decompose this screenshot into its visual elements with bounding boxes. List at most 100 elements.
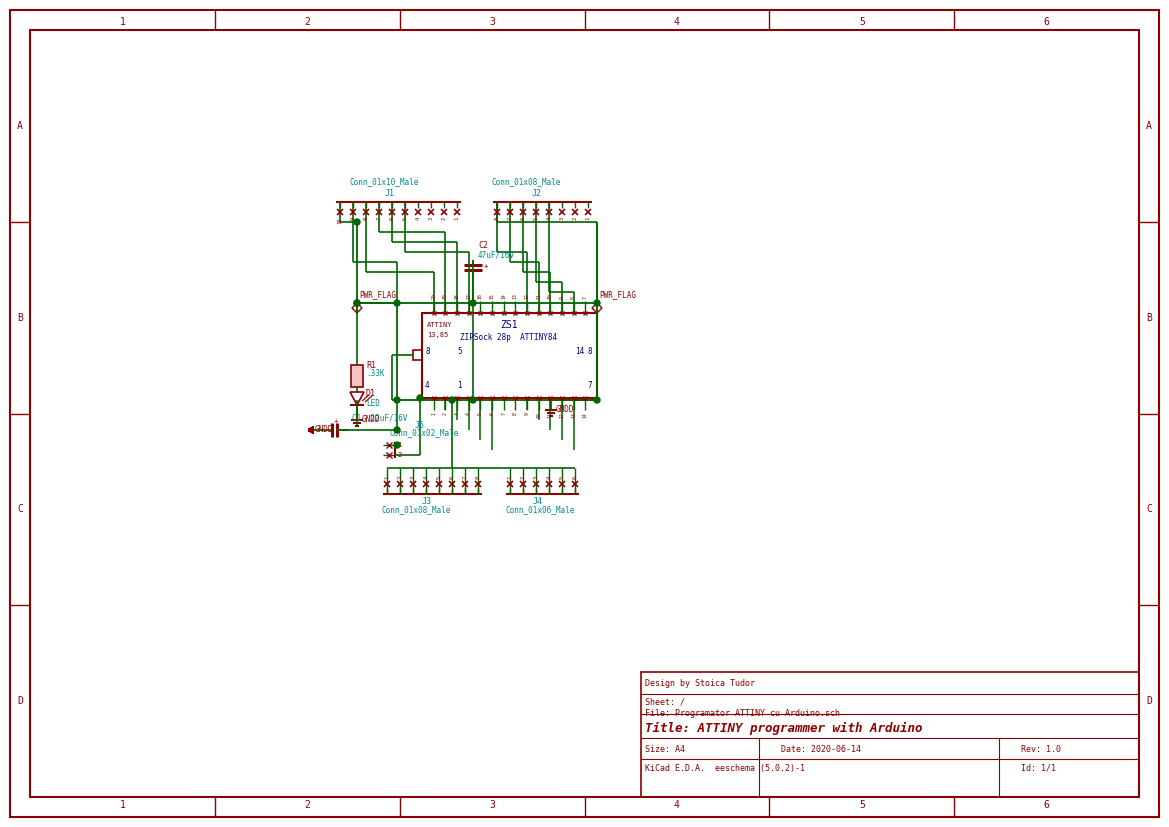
Text: 11: 11: [548, 412, 553, 418]
Text: 2: 2: [304, 800, 310, 810]
Text: 5: 5: [436, 476, 442, 479]
Circle shape: [354, 300, 360, 306]
Text: GNDD: GNDD: [362, 415, 380, 424]
Text: 6: 6: [1044, 800, 1050, 810]
Text: Conn_01x02_Male: Conn_01x02_Male: [390, 428, 459, 437]
Circle shape: [470, 397, 476, 403]
Text: 8: 8: [513, 412, 518, 415]
Text: 2: 2: [304, 17, 310, 27]
Text: J5: J5: [415, 420, 426, 429]
Text: 6: 6: [450, 476, 455, 479]
Text: +: +: [484, 263, 489, 269]
Text: 2: 2: [397, 476, 402, 479]
Circle shape: [470, 300, 476, 306]
Text: 4: 4: [415, 217, 421, 220]
Circle shape: [394, 397, 400, 403]
Circle shape: [354, 219, 360, 225]
Text: B: B: [18, 313, 23, 323]
Text: 3: 3: [533, 476, 539, 479]
Text: Design by Stoica Tudor: Design by Stoica Tudor: [645, 678, 755, 687]
Text: 1: 1: [119, 17, 125, 27]
Bar: [351, 365, 364, 387]
Circle shape: [417, 395, 423, 401]
Circle shape: [394, 427, 400, 433]
Text: 8: 8: [494, 217, 499, 220]
Text: 2: 2: [520, 476, 526, 479]
Text: 10: 10: [338, 217, 343, 223]
Text: 5: 5: [457, 347, 462, 356]
Text: 17: 17: [466, 294, 471, 299]
Circle shape: [394, 300, 400, 306]
Text: Rev: 1.0: Rev: 1.0: [1021, 744, 1061, 753]
Text: Conn_01x08_Male: Conn_01x08_Male: [492, 178, 561, 187]
Text: GNDD: GNDD: [314, 426, 333, 434]
Text: 5: 5: [533, 217, 539, 220]
Text: 11: 11: [537, 294, 541, 299]
Text: 4: 4: [675, 17, 680, 27]
Text: 5: 5: [859, 800, 865, 810]
Text: Id: 1/1: Id: 1/1: [1021, 763, 1056, 772]
Text: 19: 19: [443, 294, 448, 299]
Text: 6: 6: [1044, 17, 1050, 27]
Text: 1: 1: [397, 442, 401, 448]
Text: C: C: [1146, 504, 1151, 514]
Text: C2: C2: [478, 241, 487, 250]
Text: 14: 14: [575, 347, 584, 356]
Text: R1: R1: [366, 361, 376, 370]
Text: J1: J1: [385, 189, 395, 198]
Text: 9: 9: [351, 217, 355, 220]
Text: 2: 2: [573, 217, 577, 220]
Text: 6: 6: [389, 217, 394, 220]
Text: D: D: [1146, 696, 1151, 706]
Text: 1: 1: [457, 380, 462, 390]
Text: 4: 4: [423, 476, 429, 479]
Text: 4: 4: [546, 217, 552, 220]
Text: 9: 9: [525, 412, 530, 415]
Text: J4: J4: [533, 498, 542, 506]
Text: 6: 6: [520, 217, 526, 220]
Text: PWR_FLAG: PWR_FLAG: [599, 290, 636, 299]
Text: LED: LED: [366, 399, 380, 408]
Text: 7: 7: [507, 217, 512, 220]
Text: 3: 3: [489, 17, 494, 27]
Text: 15: 15: [490, 294, 494, 299]
Circle shape: [594, 397, 600, 403]
Text: 2: 2: [397, 452, 401, 458]
Text: 6: 6: [490, 412, 494, 415]
Text: C1  22uF/16V: C1 22uF/16V: [352, 414, 408, 423]
Text: D1: D1: [366, 390, 376, 399]
Text: 1: 1: [586, 217, 590, 220]
Circle shape: [449, 397, 455, 403]
Text: 16: 16: [478, 294, 483, 299]
Bar: [422, 313, 597, 398]
Text: KiCad E.D.A.  eeschema (5.0.2)-1: KiCad E.D.A. eeschema (5.0.2)-1: [645, 763, 805, 772]
Text: GNDD: GNDD: [556, 405, 574, 414]
Text: 18: 18: [455, 294, 459, 299]
Text: 14: 14: [502, 294, 506, 299]
Text: ZIPSock 28p  ATTINY84: ZIPSock 28p ATTINY84: [461, 332, 558, 342]
Text: 5: 5: [859, 17, 865, 27]
Text: 4: 4: [466, 412, 471, 415]
Text: 4: 4: [546, 476, 552, 479]
Text: 4: 4: [675, 800, 680, 810]
Text: Date: 2020-06-14: Date: 2020-06-14: [781, 744, 862, 753]
Circle shape: [594, 300, 600, 306]
Text: J3: J3: [422, 498, 433, 506]
Text: ATTINY: ATTINY: [427, 322, 452, 328]
Text: 10: 10: [537, 412, 541, 418]
Text: 20: 20: [431, 294, 436, 299]
Text: 2: 2: [443, 412, 448, 415]
Text: 2: 2: [442, 217, 447, 220]
Text: A: A: [18, 121, 23, 131]
Text: +: +: [334, 418, 338, 424]
Text: 5: 5: [402, 217, 408, 220]
Text: 14: 14: [583, 412, 588, 418]
Text: 12: 12: [525, 294, 530, 299]
Text: Sheet: /: Sheet: /: [645, 697, 685, 706]
Text: .33K: .33K: [366, 370, 385, 379]
Text: 13: 13: [513, 294, 518, 299]
Text: 3: 3: [410, 476, 415, 479]
Text: Conn_01x06_Male: Conn_01x06_Male: [505, 505, 574, 514]
Bar: [413, 350, 422, 360]
Text: 7: 7: [587, 380, 592, 390]
